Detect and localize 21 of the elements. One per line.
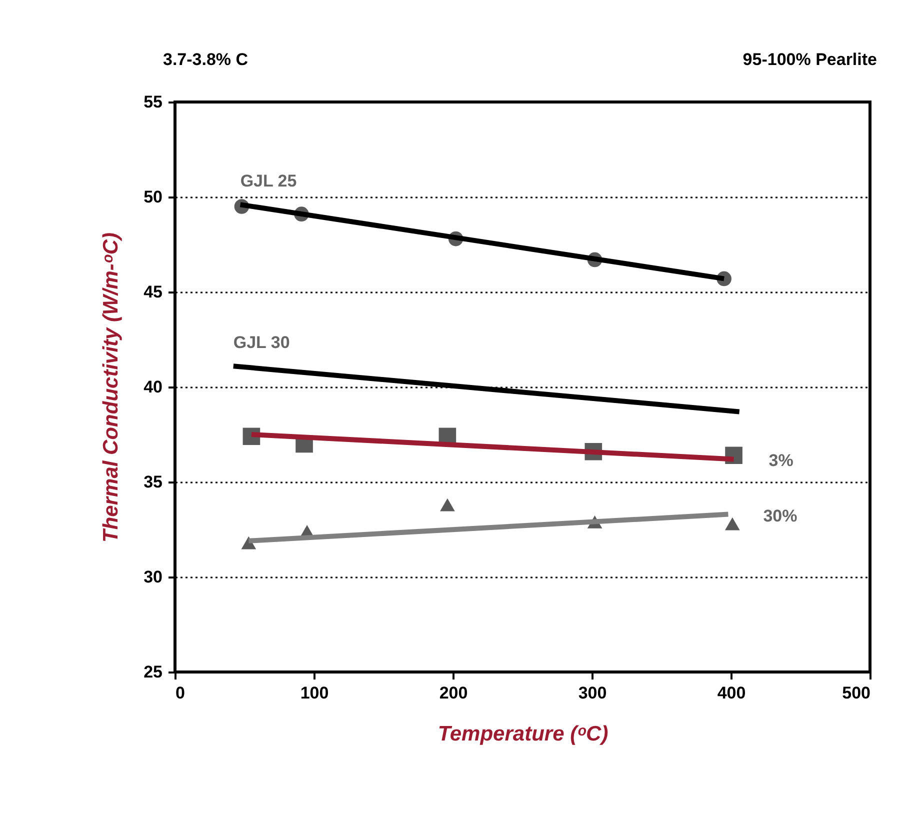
y-axis-title: Thermal Conductivity (W/m-ᵒC) [100, 232, 123, 542]
y-tick-label: 35 [144, 472, 162, 492]
y-tick-label: 45 [144, 282, 162, 302]
x-tick-label: 100 [300, 684, 329, 702]
y-tick-label: 50 [144, 188, 162, 206]
y-tick-label: 30 [144, 568, 162, 586]
y-tick-label: 55 [144, 92, 162, 112]
text: 3% [768, 451, 794, 470]
x-tick-label: 400 [717, 684, 746, 702]
x-tick-label: 500 [842, 684, 870, 702]
text: 3.7-3.8% C [163, 50, 248, 69]
text: 95-100% Pearlite [742, 50, 877, 69]
series-label: GJL 30 [233, 333, 290, 352]
y-tick-label: 40 [144, 378, 162, 396]
x-tick-label: 200 [439, 684, 468, 702]
series-label: GJL 25 [240, 172, 297, 191]
x-tick-label: 300 [578, 684, 607, 702]
x-tick-label: 0 [176, 684, 185, 702]
x-axis-title: Temperature (ᵒC) [438, 722, 608, 746]
y-tick-label: 25 [144, 662, 162, 682]
text: 30% [763, 506, 798, 526]
